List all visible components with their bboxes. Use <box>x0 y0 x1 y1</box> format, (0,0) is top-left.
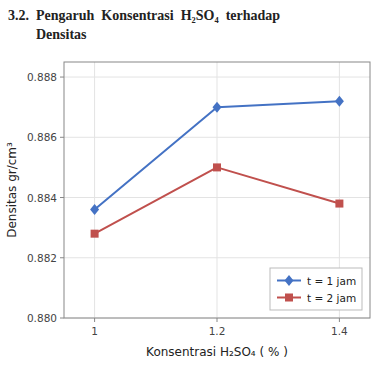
legend-marker <box>285 294 293 302</box>
series-marker <box>213 163 221 171</box>
y-tick <box>60 77 64 78</box>
legend-box <box>270 268 362 310</box>
chart-container: 3.2. Pengaruh Konsentrasi H₂SO₄ terhadap… <box>0 0 382 382</box>
y-tick-label: 0.880 <box>27 312 57 324</box>
series-marker <box>335 200 343 208</box>
y-tick <box>60 257 64 258</box>
y-tick-label: 0.888 <box>27 71 57 83</box>
data-layer <box>90 96 344 238</box>
series-marker <box>335 96 344 107</box>
series-line <box>95 167 340 233</box>
x-tick-label: 1 <box>91 325 98 337</box>
x-tick <box>94 318 95 322</box>
legend-marker <box>285 275 294 286</box>
grid <box>64 62 370 318</box>
y-tick-label: 0.886 <box>27 131 57 143</box>
y-tick <box>60 137 64 138</box>
x-tick-label: 1.2 <box>209 325 226 337</box>
x-tick <box>217 318 218 322</box>
legend: t = 1 jam t = 2 jam <box>270 268 362 310</box>
y-tick-label: 0.882 <box>27 252 57 264</box>
y-tick <box>60 197 64 198</box>
series-marker <box>91 230 99 238</box>
series-marker <box>213 102 222 113</box>
legend-label: t = 2 jam <box>307 292 356 304</box>
y-axis-label: Densitas gr/cm³ <box>5 142 19 238</box>
x-axis-label: Konsentrasi H₂SO₄ ( % ) <box>146 345 288 359</box>
plot-frame <box>64 62 370 318</box>
title-line: Densitas <box>8 27 87 42</box>
title: 3.2. Pengaruh Konsentrasi H₂SO₄ terhadap… <box>8 8 280 42</box>
legend-label: t = 1 jam <box>307 275 356 287</box>
x-grid-line <box>94 62 95 318</box>
title-line: 3.2. Pengaruh Konsentrasi H₂SO₄ terhadap <box>8 8 280 23</box>
y-tick-label: 0.884 <box>27 192 57 204</box>
y-tick <box>60 318 64 319</box>
x-tick <box>339 318 340 322</box>
x-grid-line <box>217 62 218 318</box>
x-tick-label: 1.4 <box>331 325 348 337</box>
series-marker <box>90 204 99 215</box>
chart: 3.2. Pengaruh Konsentrasi H₂SO₄ terhadap… <box>0 0 382 382</box>
